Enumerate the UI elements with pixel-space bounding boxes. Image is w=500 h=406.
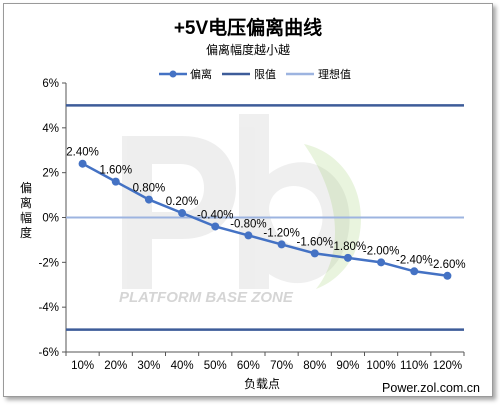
x-axis-label: 负载点 bbox=[244, 377, 280, 391]
chart-subtitle: 偏离幅度越小越 bbox=[206, 42, 290, 57]
y-tick-label: -2% bbox=[39, 257, 59, 269]
y-axis-label-char: 幅 bbox=[20, 210, 32, 225]
x-tick-label: 10% bbox=[71, 360, 94, 372]
deviation-data-label: 0.80% bbox=[133, 183, 166, 195]
x-tick-label: 30% bbox=[137, 360, 160, 372]
deviation-data-label: 0.20% bbox=[166, 196, 199, 208]
deviation-series-line bbox=[81, 162, 448, 278]
deviation-point bbox=[211, 222, 220, 231]
x-tick-label: 40% bbox=[171, 360, 194, 372]
y-tick-label: 2% bbox=[42, 168, 59, 180]
y-tick-label: 0% bbox=[42, 213, 59, 225]
x-tick-label: 70% bbox=[270, 360, 293, 372]
legend-marker-deviation bbox=[169, 70, 177, 78]
y-tick-labels: -6% -4% -2% 0% 2% 4% 6% bbox=[39, 78, 66, 359]
x-tick-label: 20% bbox=[104, 360, 127, 372]
source-footer: Power.zol.com.cn bbox=[382, 381, 480, 395]
x-tick-label: 110% bbox=[400, 360, 429, 372]
legend: 偏离 限值 理想值 bbox=[159, 67, 351, 81]
y-axis-label: 偏离幅度 bbox=[20, 180, 32, 240]
y-tick-label: -4% bbox=[39, 302, 59, 314]
x-tick-label: 50% bbox=[204, 360, 227, 372]
chart-title: +5V电压偏离曲线 bbox=[174, 16, 322, 39]
deviation-data-label: -2.00% bbox=[363, 245, 399, 257]
deviation-data-label: -1.60% bbox=[297, 236, 333, 248]
deviation-data-label: 1.60% bbox=[99, 165, 132, 177]
watermark-green-swoosh bbox=[304, 144, 361, 289]
deviation-data-label: -0.80% bbox=[230, 218, 266, 230]
legend-label-deviation: 偏离 bbox=[190, 67, 212, 81]
x-tick-label: 90% bbox=[336, 360, 359, 372]
deviation-data-label: -2.40% bbox=[396, 254, 432, 266]
x-tick-labels: 10% 20% 30% 40% 50% 60% 70% 80% 90% 100% 110% 120% bbox=[65, 352, 465, 372]
deviation-point bbox=[244, 231, 253, 240]
y-axis-label-char: 偏 bbox=[20, 180, 32, 195]
deviation-point bbox=[144, 195, 153, 204]
deviation-point bbox=[310, 249, 319, 258]
deviation-point bbox=[277, 240, 286, 249]
deviation-point bbox=[178, 209, 187, 218]
deviation-data-label: -2.60% bbox=[429, 259, 465, 271]
x-tick-label: 80% bbox=[303, 360, 326, 372]
x-tick-label: 120% bbox=[433, 360, 462, 372]
x-tick-label: 60% bbox=[237, 360, 260, 372]
deviation-point bbox=[78, 159, 87, 168]
deviation-series-markers bbox=[78, 159, 452, 280]
deviation-point bbox=[343, 253, 352, 262]
line-chart: PLATFORM BASE ZONE +5V电压偏离曲线 偏离幅度越小越 偏离 … bbox=[20, 16, 480, 395]
legend-label-ideal: 理想值 bbox=[318, 67, 351, 81]
deviation-point bbox=[410, 267, 419, 276]
y-tick-label: 6% bbox=[42, 78, 59, 90]
deviation-point bbox=[377, 258, 386, 267]
deviation-data-label: -0.40% bbox=[197, 209, 233, 221]
deviation-data-labels: 2.40%1.60%0.80%0.20%-0.40%-0.80%-1.20%-1… bbox=[66, 147, 465, 271]
deviation-data-label: -1.20% bbox=[263, 227, 299, 239]
deviation-point bbox=[111, 177, 120, 186]
y-axis-label-char: 度 bbox=[20, 225, 32, 240]
legend-label-limit: 限值 bbox=[254, 68, 276, 81]
watermark-text: PLATFORM BASE ZONE bbox=[119, 289, 294, 306]
y-tick-label: -6% bbox=[39, 347, 59, 359]
y-axis-label-char: 离 bbox=[20, 195, 32, 210]
deviation-point bbox=[443, 271, 452, 280]
chart-frame: PLATFORM BASE ZONE +5V电压偏离曲线 偏离幅度越小越 偏离 … bbox=[3, 3, 493, 397]
deviation-data-label: 2.40% bbox=[66, 147, 99, 159]
y-tick-label: 4% bbox=[42, 123, 59, 135]
x-tick-label: 100% bbox=[366, 360, 395, 372]
deviation-data-label: -1.80% bbox=[330, 241, 366, 253]
